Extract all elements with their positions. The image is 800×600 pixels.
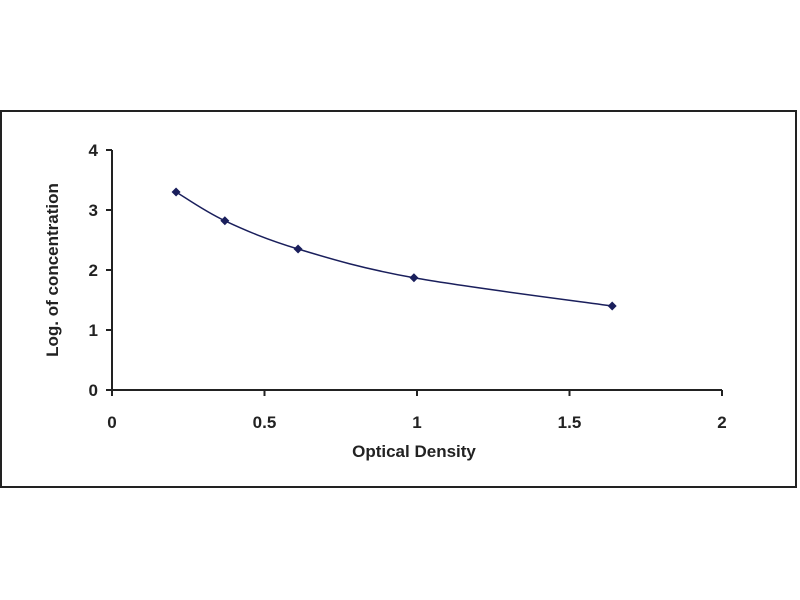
x-tick-label: 1.5 (558, 413, 582, 432)
x-axis-title: Optical Density (352, 442, 476, 461)
y-tick-label: 4 (89, 141, 99, 160)
data-point (293, 244, 303, 254)
y-tick-label: 3 (89, 201, 98, 220)
x-tick-label: 0 (107, 413, 116, 432)
series-line (175, 191, 613, 307)
axes (111, 150, 722, 391)
y-tick-label: 0 (89, 381, 98, 400)
y-tick-label: 1 (89, 321, 98, 340)
chart-frame (0, 110, 797, 488)
x-tick-label: 2 (717, 413, 726, 432)
data-point (171, 187, 181, 197)
x-tick-label: 1 (412, 413, 421, 432)
data-points (171, 187, 617, 311)
x-ticks: 0 0.5 1 1.5 2 (107, 390, 727, 432)
y-axis-title: Log. of concentration (43, 183, 62, 357)
y-tick-label: 2 (89, 261, 98, 280)
data-point (220, 216, 230, 226)
data-point (607, 301, 617, 311)
y-ticks: 0 1 2 3 4 (89, 141, 112, 400)
data-point (409, 273, 419, 283)
x-tick-label: 0.5 (253, 413, 277, 432)
